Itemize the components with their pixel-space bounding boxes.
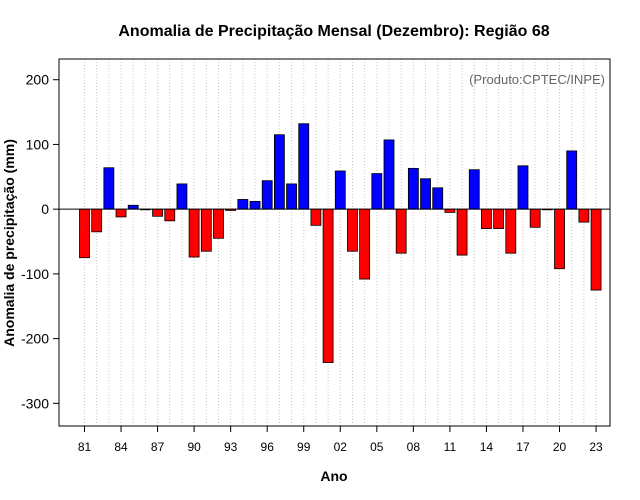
bar-2015 bbox=[493, 208, 505, 229]
x-tick-label: 02 bbox=[334, 440, 348, 454]
bar-1997 bbox=[273, 134, 285, 210]
bar-2018 bbox=[529, 208, 541, 228]
bar-2012 bbox=[456, 208, 468, 256]
x-tick-label: 84 bbox=[114, 440, 128, 454]
bar-1995 bbox=[249, 200, 261, 210]
bar-1991 bbox=[200, 208, 212, 252]
y-tick-label: -300 bbox=[21, 395, 49, 411]
x-tick-label: 93 bbox=[224, 440, 238, 454]
x-tick-label: 23 bbox=[589, 440, 603, 454]
x-tick-label: 20 bbox=[553, 440, 567, 454]
bar-2000 bbox=[310, 208, 322, 226]
x-tick-label: 05 bbox=[370, 440, 384, 454]
bar-2005 bbox=[371, 173, 383, 210]
bar-1989 bbox=[176, 183, 188, 210]
bar-2007 bbox=[395, 208, 407, 254]
x-axis: 81 84 87 90 93 96 99 02 05 08 11 14 17 20 23 bbox=[78, 426, 603, 454]
y-tick-label: -100 bbox=[21, 266, 49, 282]
bar-2014 bbox=[481, 208, 492, 229]
bar-2001 bbox=[322, 208, 334, 363]
bar-1990 bbox=[188, 208, 200, 258]
bar-1988 bbox=[164, 208, 176, 222]
bar-1984 bbox=[115, 208, 127, 218]
x-tick-label: 99 bbox=[297, 440, 311, 454]
bar-2021 bbox=[566, 150, 578, 210]
bar-1992 bbox=[213, 208, 224, 239]
y-tick-label: -200 bbox=[21, 331, 49, 347]
bar-1996 bbox=[261, 180, 273, 210]
y-axis: 200 100 0 -100 -200 -300 bbox=[21, 72, 59, 411]
y-tick-label: 100 bbox=[26, 136, 50, 152]
bar-2023 bbox=[590, 208, 602, 291]
bar-1998 bbox=[286, 183, 297, 210]
bar-2009 bbox=[420, 178, 431, 210]
bar-1987 bbox=[152, 208, 163, 217]
x-tick-label: 90 bbox=[187, 440, 201, 454]
bar-1983 bbox=[103, 167, 115, 210]
y-tick-label: 200 bbox=[26, 72, 50, 88]
bar-2016 bbox=[505, 208, 517, 254]
x-tick-label: 17 bbox=[516, 440, 530, 454]
grid-lines bbox=[84, 59, 597, 426]
x-tick-label: 87 bbox=[151, 440, 165, 454]
bar-2020 bbox=[554, 208, 565, 270]
x-tick-label: 81 bbox=[78, 440, 92, 454]
x-tick-label: 11 bbox=[444, 440, 457, 454]
bar-2006 bbox=[383, 139, 395, 210]
chart-title: Anomalia de Precipitação Mensal (Dezembr… bbox=[118, 23, 549, 40]
bar-1985 bbox=[127, 204, 139, 210]
bar-2013 bbox=[468, 169, 480, 210]
bar-2003 bbox=[347, 208, 358, 252]
x-tick-label: 96 bbox=[261, 440, 275, 454]
bar-1982 bbox=[91, 208, 103, 233]
bar-2002 bbox=[334, 170, 346, 210]
x-axis-label: Ano bbox=[320, 468, 347, 484]
bar-2017 bbox=[517, 165, 529, 210]
bar-2022 bbox=[578, 208, 590, 223]
bar-1999 bbox=[298, 123, 310, 210]
source-annotation: (Produto:CPTEC/INPE) bbox=[469, 72, 605, 87]
y-tick-label: 0 bbox=[41, 201, 49, 217]
bar-1981 bbox=[79, 208, 90, 259]
bar-1994 bbox=[237, 199, 249, 210]
bar-2010 bbox=[432, 187, 444, 210]
x-tick-label: 08 bbox=[407, 440, 421, 454]
x-tick-label: 14 bbox=[480, 440, 494, 454]
bar-2004 bbox=[359, 208, 371, 280]
y-axis-label: Anomalia de precipitação (mm) bbox=[1, 139, 17, 347]
bar-2008 bbox=[407, 167, 419, 210]
plot-frame bbox=[58, 58, 611, 427]
